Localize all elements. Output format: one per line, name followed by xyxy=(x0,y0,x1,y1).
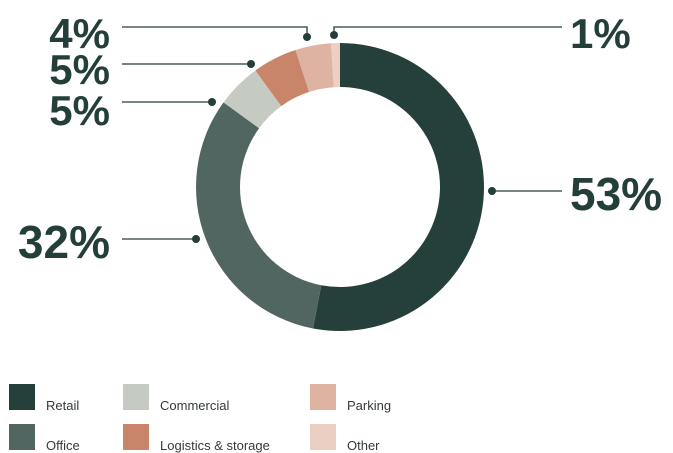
slice-other xyxy=(330,43,340,88)
legend-swatch xyxy=(9,384,35,410)
legend-label: Logistics & storage xyxy=(160,438,270,453)
leader-dot-other xyxy=(330,31,338,39)
value-label-logistics-storage: 5% xyxy=(49,46,110,93)
value-label-office: 32% xyxy=(18,216,110,268)
leader-line-parking xyxy=(122,26,308,37)
legend-swatch xyxy=(123,384,149,410)
legend-swatch xyxy=(9,424,35,450)
value-label-parking: 4% xyxy=(49,10,110,57)
slice-logistics-storage xyxy=(255,50,310,107)
leader-dot-parking xyxy=(303,33,311,41)
leader-lines xyxy=(122,26,562,243)
legend-label: Commercial xyxy=(160,398,230,413)
value-label-other: 1% xyxy=(570,10,631,57)
value-label-retail: 53% xyxy=(570,168,662,220)
legend-swatch xyxy=(310,424,336,450)
legend-swatch xyxy=(123,424,149,450)
donut-slices xyxy=(195,43,485,331)
legend-label: Office xyxy=(46,438,80,453)
leader-dot-retail xyxy=(488,187,496,195)
leader-dot-commercial xyxy=(208,98,216,106)
percentage-labels: 53%32%5%5%4% 1% xyxy=(18,10,662,268)
leader-line-other xyxy=(333,26,562,35)
slice-retail xyxy=(313,43,485,331)
leader-dot-office xyxy=(192,235,200,243)
leader-dot-logistics-storage xyxy=(247,60,255,68)
legend-label: Parking xyxy=(347,398,392,413)
slice-commercial xyxy=(223,70,282,129)
slice-office xyxy=(195,102,322,329)
legend-swatch xyxy=(310,384,336,410)
legend-label: Retail xyxy=(46,398,80,413)
value-label-commercial: 5% xyxy=(49,87,110,134)
slice-parking xyxy=(295,43,334,92)
legend-label: Other xyxy=(347,438,380,453)
